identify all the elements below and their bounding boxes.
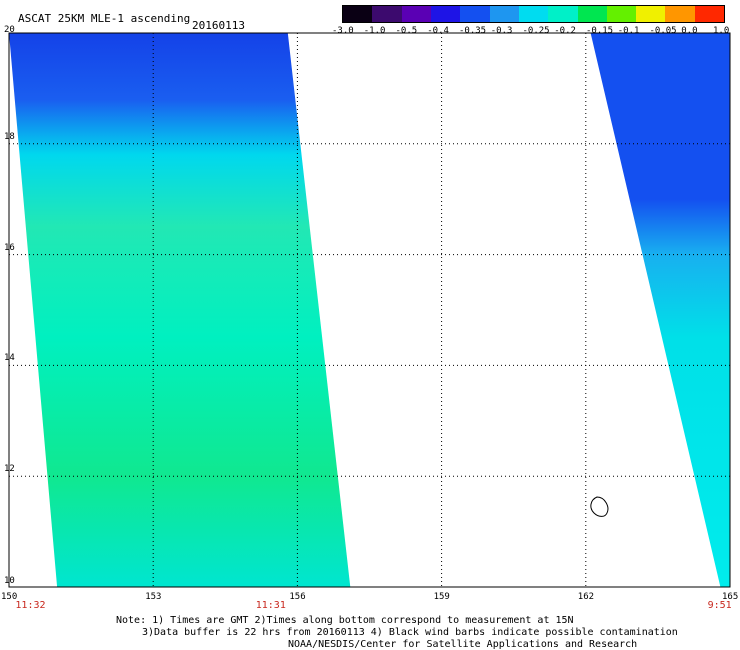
colorbar-swatch bbox=[343, 6, 373, 22]
product-title: ASCAT 25KM MLE-1 ascending bbox=[18, 12, 191, 25]
colorbar-label: -1.0 bbox=[363, 26, 386, 36]
pass-time-label: 9:51 bbox=[707, 600, 732, 611]
colorbar-label: -0.1 bbox=[617, 26, 640, 36]
colorbar-label: 1.0 bbox=[713, 26, 730, 36]
colorbar-label: -0.15 bbox=[586, 26, 614, 36]
colorbar-swatch bbox=[401, 6, 431, 22]
colorbar-swatch bbox=[489, 6, 519, 22]
western-swath bbox=[9, 33, 351, 587]
colorbar-label: -0.4 bbox=[427, 26, 449, 36]
note-line-1: Note: 1) Times are GMT 2)Times along bot… bbox=[116, 615, 574, 626]
longitude-label: 165 bbox=[722, 592, 739, 602]
colorbar-label: -0.2 bbox=[554, 26, 576, 36]
colorbar-swatch bbox=[636, 6, 666, 22]
colorbar-swatch bbox=[430, 6, 461, 22]
colorbar-swatch bbox=[665, 6, 695, 22]
colorbar-label: -3.0 bbox=[332, 26, 354, 36]
date-label: 20160113 bbox=[192, 19, 245, 32]
lat-lon-grid bbox=[9, 33, 730, 587]
latitude-label: 18 bbox=[4, 131, 15, 142]
eastern-swath bbox=[590, 33, 730, 587]
longitude-label: 150 bbox=[1, 592, 18, 602]
longitude-label: 153 bbox=[145, 592, 162, 602]
latitude-label: 20 bbox=[4, 25, 15, 35]
colorbar-label: 0.0 bbox=[681, 26, 698, 36]
latitude-label: 10 bbox=[4, 576, 15, 586]
pass-time-label: 11:32 bbox=[15, 600, 46, 611]
longitude-label: 156 bbox=[289, 592, 306, 602]
colorbar-label: -0.5 bbox=[395, 26, 418, 36]
latitude-label: 12 bbox=[4, 464, 15, 475]
colorbar-swatch bbox=[548, 6, 578, 22]
colorbar bbox=[342, 5, 725, 23]
colorbar-swatch bbox=[460, 6, 490, 22]
note-line-3: NOAA/NESDIS/Center for Satellite Applica… bbox=[288, 639, 638, 650]
latitude-label: 14 bbox=[4, 353, 15, 364]
colorbar-labels: -3.0 -1.0 -0.5 -0.4 -0.35 -0.3 -0.25 -0.2 -0.15-… bbox=[330, 26, 735, 38]
colorbar-swatch bbox=[372, 6, 402, 22]
longitude-label: 162 bbox=[577, 592, 595, 602]
colorbar-swatch bbox=[606, 6, 637, 22]
colorbar-label: -0.35 bbox=[459, 26, 487, 36]
note-line-2: 3)Data buffer is 22 hrs from 20160113 4)… bbox=[142, 627, 678, 638]
colorbar-label: -0.3 bbox=[490, 26, 513, 36]
colorbar-label: -0.25 bbox=[522, 26, 550, 36]
colorbar-swatch bbox=[694, 6, 725, 22]
island-outline bbox=[590, 496, 609, 517]
longitude-label: 159 bbox=[433, 592, 450, 602]
colorbar-label: -0.05 bbox=[649, 26, 677, 36]
colorbar-swatch bbox=[518, 6, 549, 22]
latitude-label: 16 bbox=[4, 242, 15, 253]
plot-frame bbox=[8, 32, 731, 588]
pass-time-label: 11:31 bbox=[255, 600, 286, 611]
colorbar-swatch bbox=[577, 6, 607, 22]
